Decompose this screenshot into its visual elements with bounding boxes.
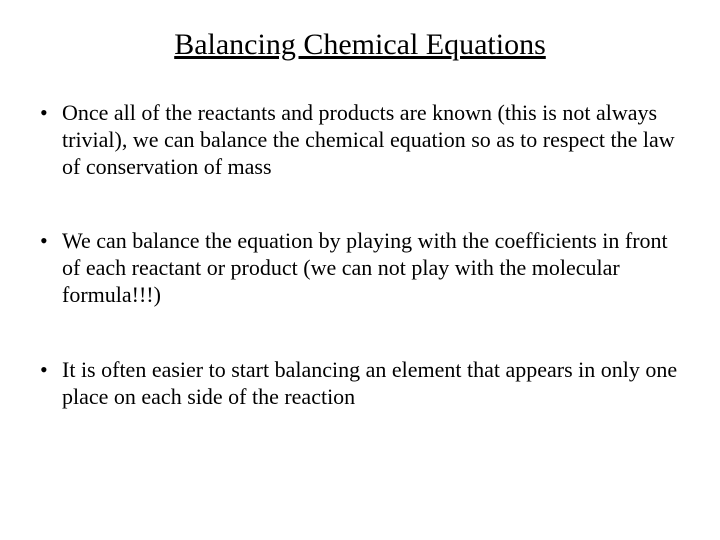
list-item: It is often easier to start balancing an… [40,357,680,411]
bullet-list: Once all of the reactants and products a… [40,100,680,411]
list-item: We can balance the equation by playing w… [40,228,680,308]
list-item: Once all of the reactants and products a… [40,100,680,180]
slide-title: Balancing Chemical Equations [40,28,680,62]
slide: Balancing Chemical Equations Once all of… [0,0,720,540]
